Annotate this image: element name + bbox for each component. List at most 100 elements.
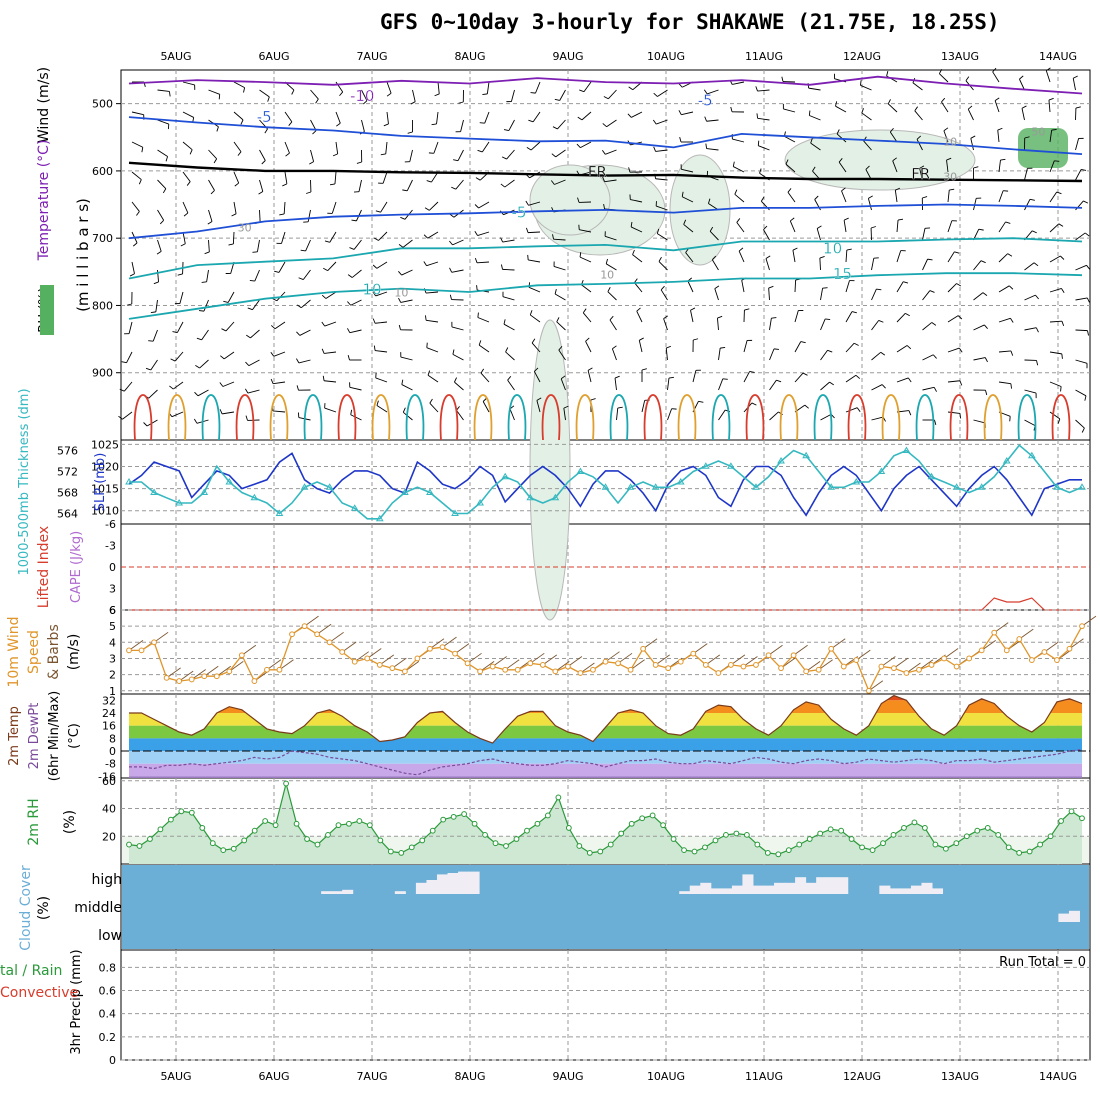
wind-barb-flag (536, 397, 542, 401)
wind-barb-flag (272, 298, 278, 302)
wind-barb-flag (246, 334, 251, 339)
wind-barb (536, 400, 541, 413)
wind-barb-flag (800, 341, 806, 344)
wind-barb-flag (449, 294, 452, 300)
wind10-marker (138, 647, 145, 654)
wind-barb (687, 280, 694, 293)
wind-barb-flag (372, 264, 378, 269)
wind-barb (247, 389, 260, 394)
wind-barb (912, 82, 923, 91)
wind-barb-flag (771, 317, 777, 319)
wind-barb (284, 171, 288, 184)
thickness-marker (526, 493, 535, 501)
wind-barb-flag (503, 319, 506, 325)
rh2m-marker (723, 831, 729, 838)
wind-barb (250, 329, 260, 339)
wind-barb (757, 89, 770, 92)
series-line-temperature (129, 694, 1083, 744)
wind-barb (307, 209, 311, 222)
wind-barb-flag (946, 157, 952, 161)
isotherm-surface (1017, 394, 1037, 441)
wind10-marker (564, 663, 571, 670)
rh2m-marker (565, 825, 572, 831)
cloud-bar-high (447, 873, 459, 894)
wind-barb-flag (790, 217, 795, 222)
wind-barb-flag (186, 181, 191, 186)
isotherm--5 (128, 116, 1083, 155)
rh2m-tick-label: 60 (102, 775, 116, 788)
wind-barb-flag (892, 157, 897, 162)
wind-barb (349, 329, 362, 334)
wind-barb (922, 290, 931, 301)
rh2m-marker (534, 820, 541, 827)
wind-barb-flag (711, 255, 717, 261)
wind10-marker (941, 655, 947, 662)
wind-barb-flag (119, 388, 125, 392)
wind-barb (510, 89, 515, 102)
top-date-label: 14AUG (1039, 50, 1077, 63)
rh2m-marker (670, 836, 677, 842)
rh2m-marker (1037, 841, 1044, 848)
wind-barb (765, 258, 770, 271)
wind-barb (973, 198, 977, 211)
wind-barb (743, 371, 751, 383)
bottom-date-label: 7AUG (356, 1070, 387, 1083)
wind-barb-flag (560, 375, 566, 380)
wind-barb-flag (270, 352, 275, 357)
wind10-marker (401, 668, 408, 675)
wind-barb-flag (605, 258, 608, 264)
wind-barb (173, 381, 184, 390)
wind-barb (123, 381, 133, 392)
li-tick-label: -6 (105, 518, 116, 531)
wind-barb-flag (628, 86, 634, 91)
cloud-bar-high (321, 891, 333, 894)
wind-barb (1049, 351, 1062, 355)
wind-barb (429, 402, 439, 413)
wind10-marker (351, 658, 358, 665)
wind-barb-flag (653, 92, 658, 97)
wind-barb (665, 348, 668, 361)
wind-barb (254, 269, 260, 282)
wind-barb-flag (477, 312, 479, 318)
wind-barb (581, 284, 592, 293)
wind-barb-flag (373, 237, 379, 241)
wind-barb-flag (1036, 360, 1039, 366)
wind-barb (681, 168, 694, 173)
rh2m-marker (848, 836, 855, 842)
wind-barb-flag (554, 289, 557, 295)
wind-barb-flag (755, 86, 758, 92)
wind-barb-flag (870, 226, 876, 229)
wind-barb-flag (558, 345, 563, 351)
wind-barb (324, 407, 337, 413)
wind-barb-flag (321, 321, 326, 327)
wind-barb-flag (347, 301, 352, 306)
wind-barb-flag (424, 207, 430, 211)
wind-barb (126, 351, 133, 363)
wind-barb (757, 117, 770, 121)
wind10-marker (1028, 657, 1035, 663)
isotherm-surface (1051, 394, 1071, 441)
rh2m-marker (796, 841, 803, 848)
wind-barb (560, 378, 566, 391)
wind-barb (533, 371, 541, 383)
wind-barb-flag (855, 374, 861, 379)
cloud-bar-high (879, 885, 891, 894)
wind10-marker (916, 666, 922, 673)
wind-barb-flag (505, 347, 509, 353)
wind-barb (947, 411, 960, 414)
wind-barb-flag (749, 370, 755, 373)
wind-barb-flag (678, 83, 683, 88)
wind10-marker (865, 687, 872, 694)
wind-barb-flag (198, 310, 205, 312)
wind-barb (863, 140, 872, 151)
rh2m-marker (304, 836, 310, 842)
wind-barb (324, 351, 337, 354)
wind-barb (845, 311, 853, 323)
thickness-axis-label: 1000-500mb Thickness (dm) (17, 388, 32, 575)
rh-shade (529, 319, 571, 621)
wind10-marker (1041, 649, 1048, 655)
wind-barb-flag (267, 96, 270, 102)
wind-barb-flag (332, 153, 338, 157)
cloud-bar-high (426, 880, 438, 894)
